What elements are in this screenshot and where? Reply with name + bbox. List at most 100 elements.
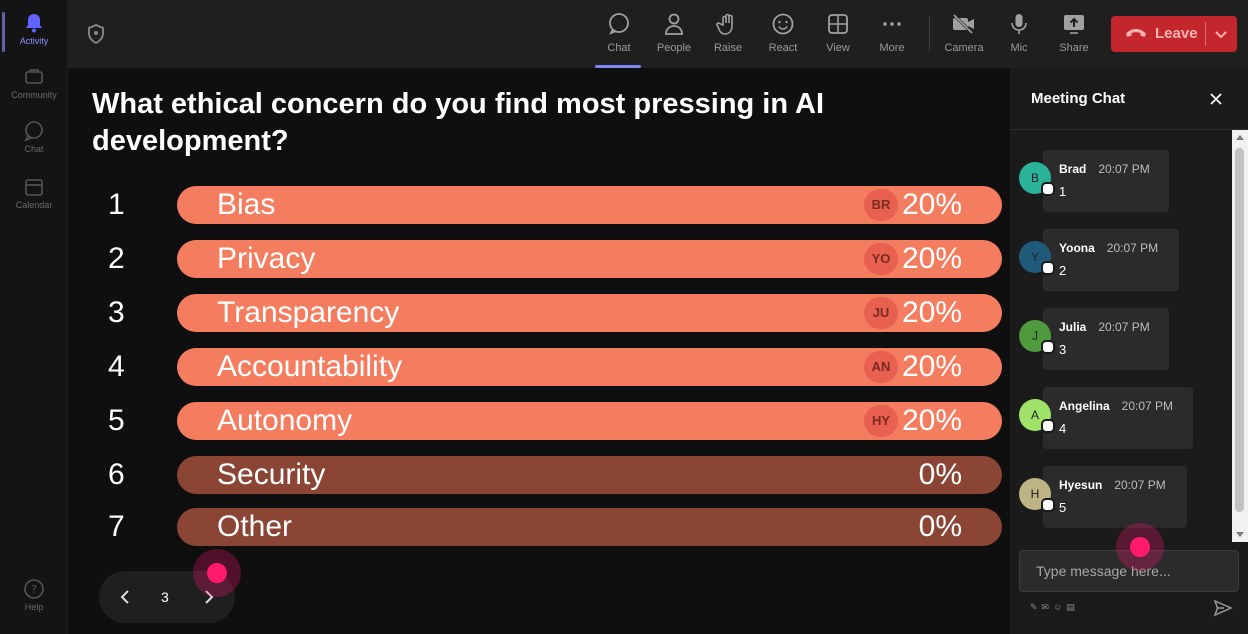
poll-option-bar[interactable]: Autonomy HY 20% [177,402,1002,440]
rail-item-label: Community [11,90,57,100]
rail-item-community[interactable]: Community [0,66,68,100]
toolbar-mic-button[interactable]: Mic [995,10,1043,62]
rail-item-activity[interactable]: Activity [0,12,68,52]
message-bubble: Brad 20:07 PM 1 [1043,150,1169,212]
message-bubble: Julia 20:07 PM 3 [1043,308,1169,370]
scroll-down-arrow-icon[interactable] [1236,532,1244,537]
poll-option-label: Other [217,510,293,543]
sender-name: Angelina [1059,399,1110,413]
chat-message-input[interactable] [1019,550,1239,592]
toolbar-label: View [826,42,850,54]
message-text: 2 [1059,263,1067,278]
voter-avatar-badge: AN [864,351,898,383]
grid-icon [828,14,848,34]
avatar[interactable]: H [1019,478,1055,512]
click-indicator [193,549,241,597]
poll-option-label: Autonomy [217,404,353,437]
avatar[interactable]: J [1019,320,1055,354]
chat-title: Meeting Chat [1031,90,1126,107]
message-text: 1 [1059,184,1067,199]
svg-text:?: ? [31,583,37,596]
toolbar-chat-button[interactable]: Chat [595,10,643,68]
chat-message: Yoona 20:07 PM 2 Y [1019,229,1239,293]
shield-icon[interactable] [86,24,106,44]
message-time: 20:07 PM [1114,478,1166,492]
left-rail: Activity Community Chat Calendar ? Help [0,0,68,634]
message-text: 4 [1059,421,1067,436]
chevron-down-icon[interactable] [1213,26,1229,42]
toolbar-label: Camera [944,42,984,54]
rail-item-chat[interactable]: Chat [0,120,68,154]
smiley-icon [772,13,794,35]
poll-option-bar[interactable]: Transparency JU 20% [177,294,1002,332]
scroll-up-arrow-icon[interactable] [1236,135,1244,140]
poll-option-percent: 20% [901,404,962,437]
close-icon[interactable] [1207,90,1225,108]
rail-item-help[interactable]: ? Help [0,578,68,612]
poll-option-bar[interactable]: Bias BR 20% [177,186,1002,224]
meeting-toolbar: Chat People Raise React View More Camera… [68,0,1248,68]
toolbar-label: People [656,42,692,54]
more-icon [883,22,901,26]
leave-label: Leave [1155,25,1198,42]
avatar[interactable]: Y [1019,241,1055,275]
message-bubble: Hyesun 20:07 PM 5 [1043,466,1187,528]
toolbar-react-button[interactable]: React [759,10,807,62]
poll-option-bar[interactable]: Security 0% [177,456,1002,494]
poll-option-percent: 20% [901,350,962,383]
chat-icon [609,13,629,35]
community-icon [25,69,43,84]
chat-scrollbar[interactable] [1232,130,1248,542]
toolbar-label: Chat [607,42,631,54]
avatar[interactable]: A [1019,399,1055,433]
rail-item-calendar[interactable]: Calendar [0,176,68,210]
hand-icon [716,13,733,35]
gif-icon[interactable]: ▤ [1066,602,1079,612]
poll-option-percent: 0% [918,510,962,543]
avatar[interactable]: B [1019,162,1055,196]
toolbar-share-button[interactable]: Share [1050,10,1098,62]
hang-up-icon [1126,29,1146,37]
message-time: 20:07 PM [1106,241,1159,255]
chat-icon [24,121,43,142]
voter-avatar-badge: YO [864,243,898,275]
poll-option-bar[interactable]: Privacy YO 20% [177,240,1002,278]
toolbar-divider [929,16,930,52]
sender-name: Hyesun [1059,478,1103,492]
emoji-icon[interactable]: ☺ [1053,602,1067,612]
chat-message: Julia 20:07 PM 3 J [1019,308,1239,372]
toolbar-camera-button[interactable]: Camera [940,10,988,62]
leave-button[interactable]: Leave [1111,16,1237,52]
share-icon [1064,15,1084,34]
poll-panel: What ethical concern do you find most pr… [68,68,1010,634]
message-bubble: Yoona 20:07 PM 2 [1043,229,1179,291]
poll-option-bar[interactable]: Accountability AN 20% [177,348,1002,386]
toolbar-more-button[interactable]: More [868,10,916,62]
poll-option-percent: 20% [901,296,962,329]
poll-option-bar[interactable]: Other 0% [177,508,1002,546]
toolbar-view-button[interactable]: View [814,10,862,62]
poll-option-label: Accountability [217,350,403,383]
click-indicator [1116,523,1164,571]
leave-divider [1205,22,1206,46]
poll-option-percent: 20% [901,188,962,221]
people-icon [665,13,683,35]
meeting-chat-panel: Meeting Chat Brad 20:07 PM 1 B Yoona 20:07 PM… [1010,68,1248,634]
toolbar-label: More [879,42,905,54]
attach-icon[interactable]: ✉ [1041,602,1054,612]
scrollbar-thumb[interactable] [1235,148,1244,512]
message-time: 20:07 PM [1098,320,1150,334]
toolbar-raise-button[interactable]: Raise [704,10,752,62]
chevron-left-icon[interactable] [115,587,135,607]
voter-avatar-badge: JU [864,297,898,329]
poll-question: What ethical concern do you find most pr… [92,88,825,157]
rail-item-label: Chat [24,144,44,154]
send-icon[interactable] [1213,598,1233,618]
rail-item-label: Calendar [15,200,53,210]
poll-option-percent: 0% [918,458,962,491]
chevron-right-icon[interactable] [199,587,219,607]
toolbar-label: Raise [713,42,743,54]
poll-option-label: Transparency [217,296,400,329]
toolbar-people-button[interactable]: People [650,10,698,62]
format-icon[interactable]: ✎ [1030,602,1042,612]
